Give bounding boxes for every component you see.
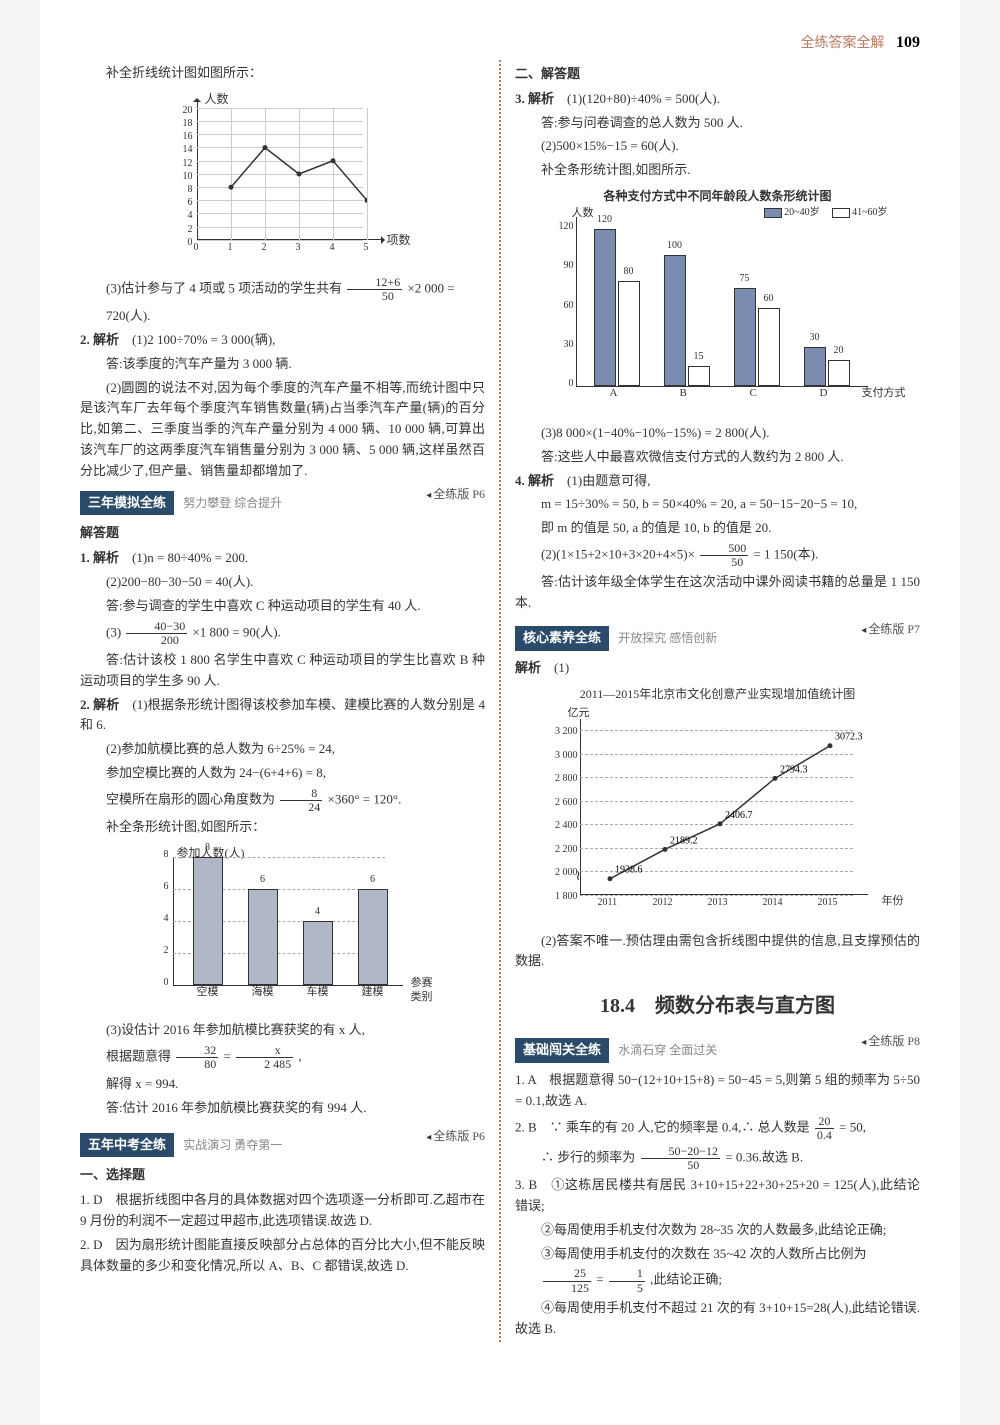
text: 1. 解析 (1)n = 80÷40% = 200. bbox=[80, 548, 485, 569]
text: (2)圆圆的说法不对,因为每个季度的汽车产量不相等,而统计图中只是该汽车厂去年每… bbox=[80, 378, 485, 482]
x-label: 项数 bbox=[386, 231, 410, 250]
sub-head: 二、解答题 bbox=[515, 64, 920, 85]
text: 答:估计 2016 年参加航模比赛获奖的有 994 人. bbox=[80, 1098, 485, 1119]
text: 3. 解析 (1)(120+80)÷40% = 500(人). bbox=[515, 89, 920, 110]
section-row: 核心素养全练 开放探究 感悟创新 全练版 P7 bbox=[515, 620, 920, 655]
svg-text:3072.3: 3072.3 bbox=[835, 731, 863, 742]
section-row: 五年中考全练 实战演习 勇夺第一 全练版 P6 bbox=[80, 1127, 485, 1162]
line-chart-4: 2011—2015年北京市文化创意产业实现增加值统计图 亿元 年份 ≀ 1 80… bbox=[528, 685, 908, 925]
text: (3)估计参与了 4 项或 5 项活动的学生共有 12+650 ×2 000 = bbox=[80, 276, 485, 303]
text: (3)8 000×(1−40%−10%−15%) = 2 800(人). bbox=[515, 423, 920, 444]
left-column: 补全折线统计图如图所示： 人数 项数 024681012141618200123… bbox=[80, 60, 485, 1342]
text: 2. D 因为扇形统计图能直接反映部分占总体的百分比大小,但不能反映具体数量的多… bbox=[80, 1235, 485, 1277]
text: 补全折线统计图如图所示： bbox=[80, 63, 485, 84]
text: 答:参与调查的学生中喜欢 C 种运动项目的学生有 40 人. bbox=[80, 596, 485, 617]
legend: 20~40岁 41~60岁 bbox=[764, 205, 887, 221]
text: ④每周使用手机支付不超过 21 次的有 3+10+15=28(人),此结论错误.… bbox=[515, 1298, 920, 1340]
page-header: 全练答案全解 109 bbox=[801, 30, 921, 56]
bar-chart-3: 参加人数(人) 024688空模6海模4车模6建模 参赛类别 bbox=[133, 844, 433, 1014]
x-label: 年份 bbox=[882, 893, 904, 911]
header-title: 全练答案全解 bbox=[801, 36, 885, 51]
page-ref: 全练版 P6 bbox=[426, 1127, 485, 1146]
text: (2)参加航模比赛的总人数为 6÷25% = 24, bbox=[80, 739, 485, 760]
sub-head: 一、选择题 bbox=[80, 1165, 485, 1186]
text: (2)(1×15+2×10+3×20+4×5)× 50050 = 1 150(本… bbox=[515, 542, 920, 569]
text: 4. 解析 (1)由题意可得, bbox=[515, 471, 920, 492]
section-row: 三年模拟全练 努力攀登 综合提升 全练版 P6 bbox=[80, 485, 485, 520]
page-ref: 全练版 P7 bbox=[861, 620, 920, 639]
x-label: 支付方式 bbox=[862, 385, 906, 403]
text: ③每周使用手机支付的次数在 35~42 次的人数所占比例为 bbox=[515, 1244, 920, 1265]
page-ref: 全练版 P6 bbox=[426, 485, 485, 504]
text: (2)答案不唯一.预估理由需包含折线图中提供的信息,且支撑预估的数据. bbox=[515, 931, 920, 973]
page-number: 109 bbox=[896, 34, 920, 51]
section-row: 基础闯关全练 水滴石穿 全面过关 全练版 P8 bbox=[515, 1032, 920, 1067]
text: 根据题意得 3280 = x2 485 , bbox=[80, 1044, 485, 1071]
text: 即 m 的值是 50, a 的值是 10, b 的值是 20. bbox=[515, 518, 920, 539]
text: 答:这些人中最喜欢微信支付方式的人数约为 2 800 人. bbox=[515, 447, 920, 468]
text: 解得 x = 994. bbox=[80, 1074, 485, 1095]
svg-text:2794.3: 2794.3 bbox=[780, 764, 808, 775]
text: 答:该季度的汽车产量为 3 000 辆. bbox=[80, 354, 485, 375]
section-sub: 实战演习 勇夺第一 bbox=[183, 1138, 282, 1152]
x-label: 参赛类别 bbox=[411, 977, 433, 1003]
text: (2)200−80−30−50 = 40(人). bbox=[80, 572, 485, 593]
text: 补全条形统计图,如图所示： bbox=[80, 817, 485, 838]
text: 空模所在扇形的圆心角度数为 824 ×360° = 120°. bbox=[80, 787, 485, 814]
svg-text:2189.2: 2189.2 bbox=[670, 835, 698, 846]
section-title: 五年中考全练 bbox=[80, 1133, 174, 1158]
text: 720(人). bbox=[80, 306, 485, 327]
text: 25125 = 15 ,此结论正确; bbox=[515, 1267, 920, 1294]
right-column: 二、解答题 3. 解析 (1)(120+80)÷40% = 500(人). 答:… bbox=[515, 60, 920, 1342]
text: 2. 解析 (1)根据条形统计图得该校参加车模、建模比赛的人数分别是 4 和 6… bbox=[80, 695, 485, 737]
section-sub: 努力攀登 综合提升 bbox=[183, 496, 282, 510]
columns: 补全折线统计图如图所示： 人数 项数 024681012141618200123… bbox=[80, 60, 920, 1342]
svg-text:1938.6: 1938.6 bbox=[615, 864, 643, 875]
column-divider bbox=[499, 60, 501, 1342]
text: 2. B ∵ 乘车的有 20 人,它的频率是 0.4,∴ 总人数是 200.4 … bbox=[515, 1115, 920, 1142]
text: 补全条形统计图,如图所示. bbox=[515, 160, 920, 181]
text: 参加空模比赛的人数为 24−(6+4+6) = 8, bbox=[80, 763, 485, 784]
section-title: 核心素养全练 bbox=[515, 626, 609, 651]
grouped-bar-chart: 各种支付方式中不同年龄段人数条形统计图 人数 支付方式 20~40岁 41~60… bbox=[528, 187, 908, 417]
text: m = 15÷30% = 50, b = 50×40% = 20, a = 50… bbox=[515, 494, 920, 515]
line-chart-1: 人数 项数 02468101214161820012345 bbox=[153, 90, 413, 270]
text: (3) 40−30200 ×1 800 = 90(人). bbox=[80, 620, 485, 647]
text: 3. B ①这栋居民楼共有居民 3+10+15+22+30+25+20 = 12… bbox=[515, 1175, 920, 1217]
section-title: 基础闯关全练 bbox=[515, 1038, 609, 1063]
text: 解析 (1) bbox=[515, 658, 920, 679]
text: (3)设估计 2016 年参加航模比赛获奖的有 x 人, bbox=[80, 1020, 485, 1041]
text: ∴ 步行的频率为 50−20−1250 = 0.36.故选 B. bbox=[515, 1145, 920, 1172]
sub-head: 解答题 bbox=[80, 523, 485, 544]
section-sub: 开放探究 感悟创新 bbox=[618, 631, 717, 645]
text: 2. 解析 (1)2 100÷70% = 3 000(辆), bbox=[80, 330, 485, 351]
section-sub: 水滴石穿 全面过关 bbox=[618, 1043, 717, 1057]
text: ②每周使用手机支付次数为 28~35 次的人数最多,此结论正确; bbox=[515, 1220, 920, 1241]
text: 1. D 根据折线图中各月的具体数据对四个选项逐一分析即可.乙超市在 9 月份的… bbox=[80, 1190, 485, 1232]
text: (2)500×15%−15 = 60(人). bbox=[515, 136, 920, 157]
page: 全练答案全解 109 补全折线统计图如图所示： 人数 项数 0246810121… bbox=[40, 0, 960, 1425]
big-title: 18.4 频数分布表与直方图 bbox=[515, 990, 920, 1022]
y-label: 人数 bbox=[205, 90, 229, 109]
chart-title: 各种支付方式中不同年龄段人数条形统计图 bbox=[528, 187, 908, 206]
chart-title: 2011—2015年北京市文化创意产业实现增加值统计图 bbox=[528, 685, 908, 704]
section-title: 三年模拟全练 bbox=[80, 491, 174, 516]
text: 答:估计该年级全体学生在这次活动中课外阅读书籍的总量是 1 150 本. bbox=[515, 572, 920, 614]
svg-text:2406.7: 2406.7 bbox=[725, 809, 753, 820]
text: 1. A 根据题意得 50−(12+10+15+8) = 50−45 = 5,则… bbox=[515, 1070, 920, 1112]
fraction: 12+650 bbox=[347, 276, 402, 303]
text: 答:估计该校 1 800 名学生中喜欢 C 种运动项目的学生比喜欢 B 种运动项… bbox=[80, 650, 485, 692]
page-ref: 全练版 P8 bbox=[861, 1032, 920, 1051]
text: 答:参与问卷调查的总人数为 500 人. bbox=[515, 113, 920, 134]
